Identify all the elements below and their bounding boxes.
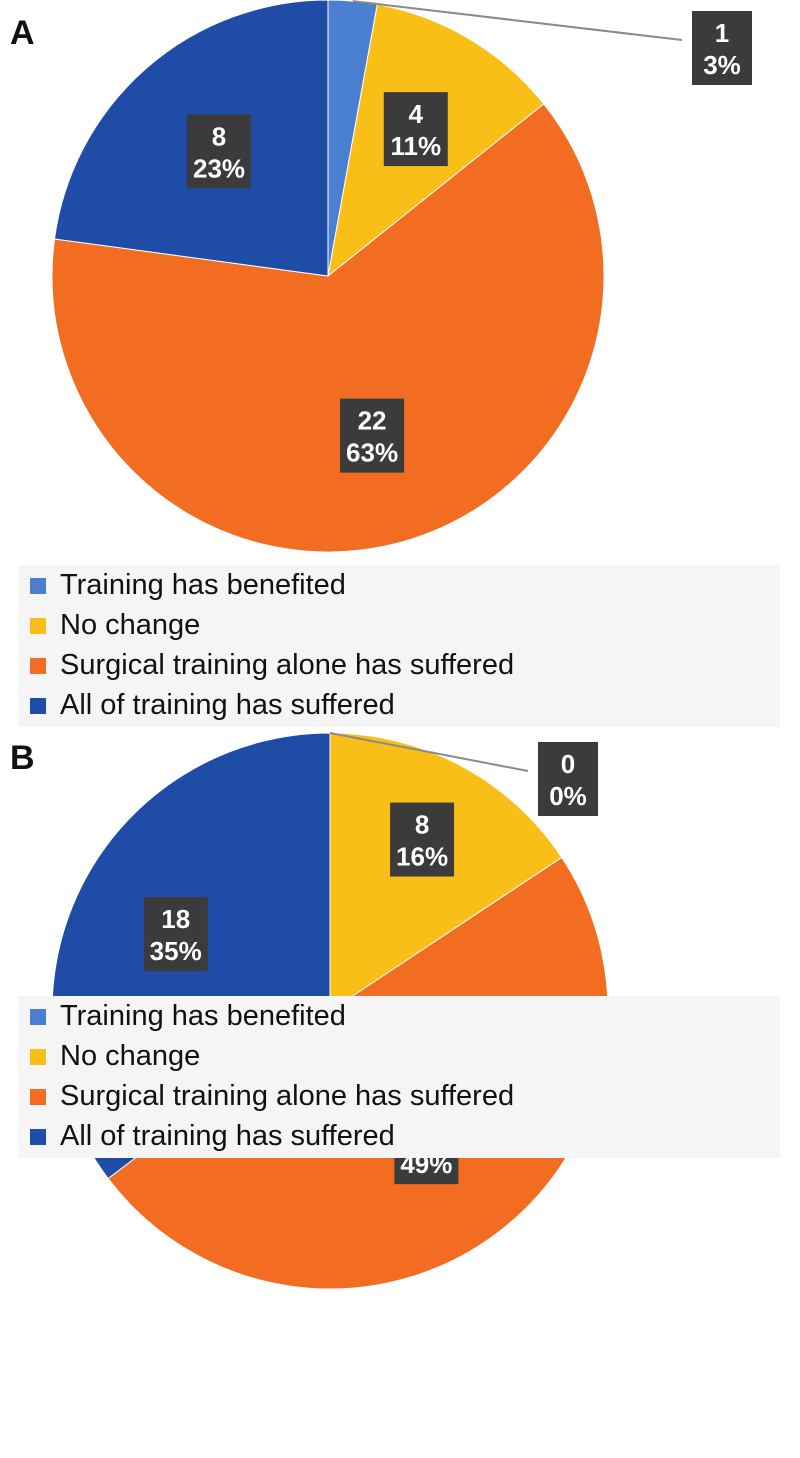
leader-line <box>352 0 683 41</box>
data-label-count: 1 <box>715 18 729 48</box>
data-label: 411% <box>383 92 448 167</box>
data-label-percent: 35% <box>150 936 202 966</box>
data-label-percent: 3% <box>703 50 741 80</box>
data-label-percent: 11% <box>390 131 441 161</box>
data-label-box <box>390 802 455 877</box>
data-label-percent: 63% <box>346 438 398 468</box>
legend-label: Training has benefited <box>60 569 346 601</box>
legend-swatch <box>30 618 46 634</box>
legend-swatch <box>30 1129 46 1145</box>
leader-line <box>329 732 529 772</box>
data-label-box <box>538 742 598 816</box>
data-label-box <box>340 398 405 473</box>
legend-swatch <box>30 1089 46 1105</box>
data-label-count: 18 <box>161 904 190 934</box>
data-label: 00% <box>538 742 598 816</box>
legend-label: Surgical training alone has suffered <box>60 649 515 681</box>
legend-label: All of training has suffered <box>60 1120 395 1152</box>
data-label: 816% <box>390 802 455 877</box>
data-label-count: 8 <box>415 810 429 840</box>
data-label-percent: 16% <box>396 842 448 872</box>
legend-b: Training has benefited No change Surgica… <box>18 996 780 1158</box>
legend-label: Training has benefited <box>60 1000 346 1032</box>
data-label-percent: 23% <box>193 153 245 183</box>
legend-swatch <box>30 658 46 674</box>
legend-label: All of training has suffered <box>60 689 395 721</box>
panel-label-a: A <box>10 14 35 52</box>
data-label: 13% <box>692 11 752 85</box>
legend-label: Surgical training alone has suffered <box>60 1080 515 1112</box>
legend-label: No change <box>60 1040 201 1072</box>
pie-slice <box>51 103 605 553</box>
data-label-count: 22 <box>358 406 387 436</box>
chart-panel-a: 1 3% 4 11% 22 63% 8 23% A Training has benefite… <box>10 0 780 727</box>
legend-label: No change <box>60 609 201 641</box>
legend-swatch <box>30 1049 46 1065</box>
data-label-percent: 0% <box>549 781 587 811</box>
legend-swatch <box>30 1009 46 1025</box>
data-label-count: 0 <box>561 749 575 779</box>
legend-swatch <box>30 578 46 594</box>
data-label-count: 4 <box>409 99 424 129</box>
data-label-box <box>187 114 252 189</box>
data-label-box <box>692 11 752 85</box>
data-label: 823% <box>187 114 252 189</box>
data-label-count: 8 <box>212 121 226 151</box>
panel-label-b: B <box>10 739 35 777</box>
data-label-box <box>143 897 208 972</box>
data-label-box <box>383 92 448 167</box>
legend-a: Training has benefited No change Surgica… <box>18 565 780 727</box>
legend-swatch <box>30 698 46 714</box>
